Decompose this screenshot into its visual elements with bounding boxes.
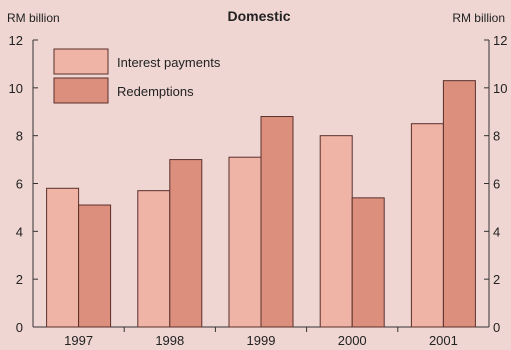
chart-title: Domestic [227,8,290,24]
bar-interest-payments-2000 [319,135,353,328]
bar-redemptions-2000 [351,197,385,328]
bar-interest-payments-1998 [137,190,171,328]
y-axis-left-ticks: 0 2 4 6 8 10 12 [9,33,38,335]
legend-label-interest-payments: Interest payments [117,55,221,70]
x-tick-label: 1999 [247,333,276,348]
y-tick-left-label: 6 [16,177,23,192]
x-tick-label: 2000 [338,333,367,348]
legend: Interest payments Redemptions [53,48,221,104]
bar-redemptions-2001 [442,80,476,328]
y-tick-left-label: 10 [9,81,23,96]
y-tick-right-label: 4 [493,224,500,239]
legend-swatch-redemptions [53,77,109,104]
bar-interest-payments-2001 [410,123,444,328]
x-tick-label: 2001 [429,333,458,348]
y-tick-right-label: 6 [493,177,500,192]
y-tick-left-label: 2 [16,272,23,287]
y-tick-right-label: 0 [493,320,500,335]
y-tick-left-label: 12 [9,33,23,48]
y-tick-right-label: 12 [493,33,507,48]
y-axis-left-unit: RM billion [7,11,60,25]
bars [46,80,476,328]
y-tick-right-label: 10 [493,81,507,96]
y-tick-right-label: 8 [493,129,500,144]
legend-swatch-interest-payments [53,48,109,75]
legend-label-redemptions: Redemptions [117,84,194,99]
bar-redemptions-1998 [169,159,203,328]
y-tick-left-label: 8 [16,129,23,144]
x-tick-label: 1997 [64,333,93,348]
y-tick-right-label: 2 [493,272,500,287]
bar-interest-payments-1997 [46,187,80,328]
y-tick-left-label: 4 [16,224,23,239]
bar-interest-payments-1999 [228,156,262,328]
y-axis-right-unit: RM billion [452,11,505,25]
y-tick-left-label: 0 [16,320,23,335]
x-tick-label: 1998 [155,333,184,348]
bar-redemptions-1999 [260,116,294,328]
x-axis-labels: 1997 1998 1999 2000 2001 [64,327,458,348]
y-axis-right-ticks: 0 2 4 6 8 10 12 [484,33,507,335]
bar-redemptions-1997 [78,204,112,328]
